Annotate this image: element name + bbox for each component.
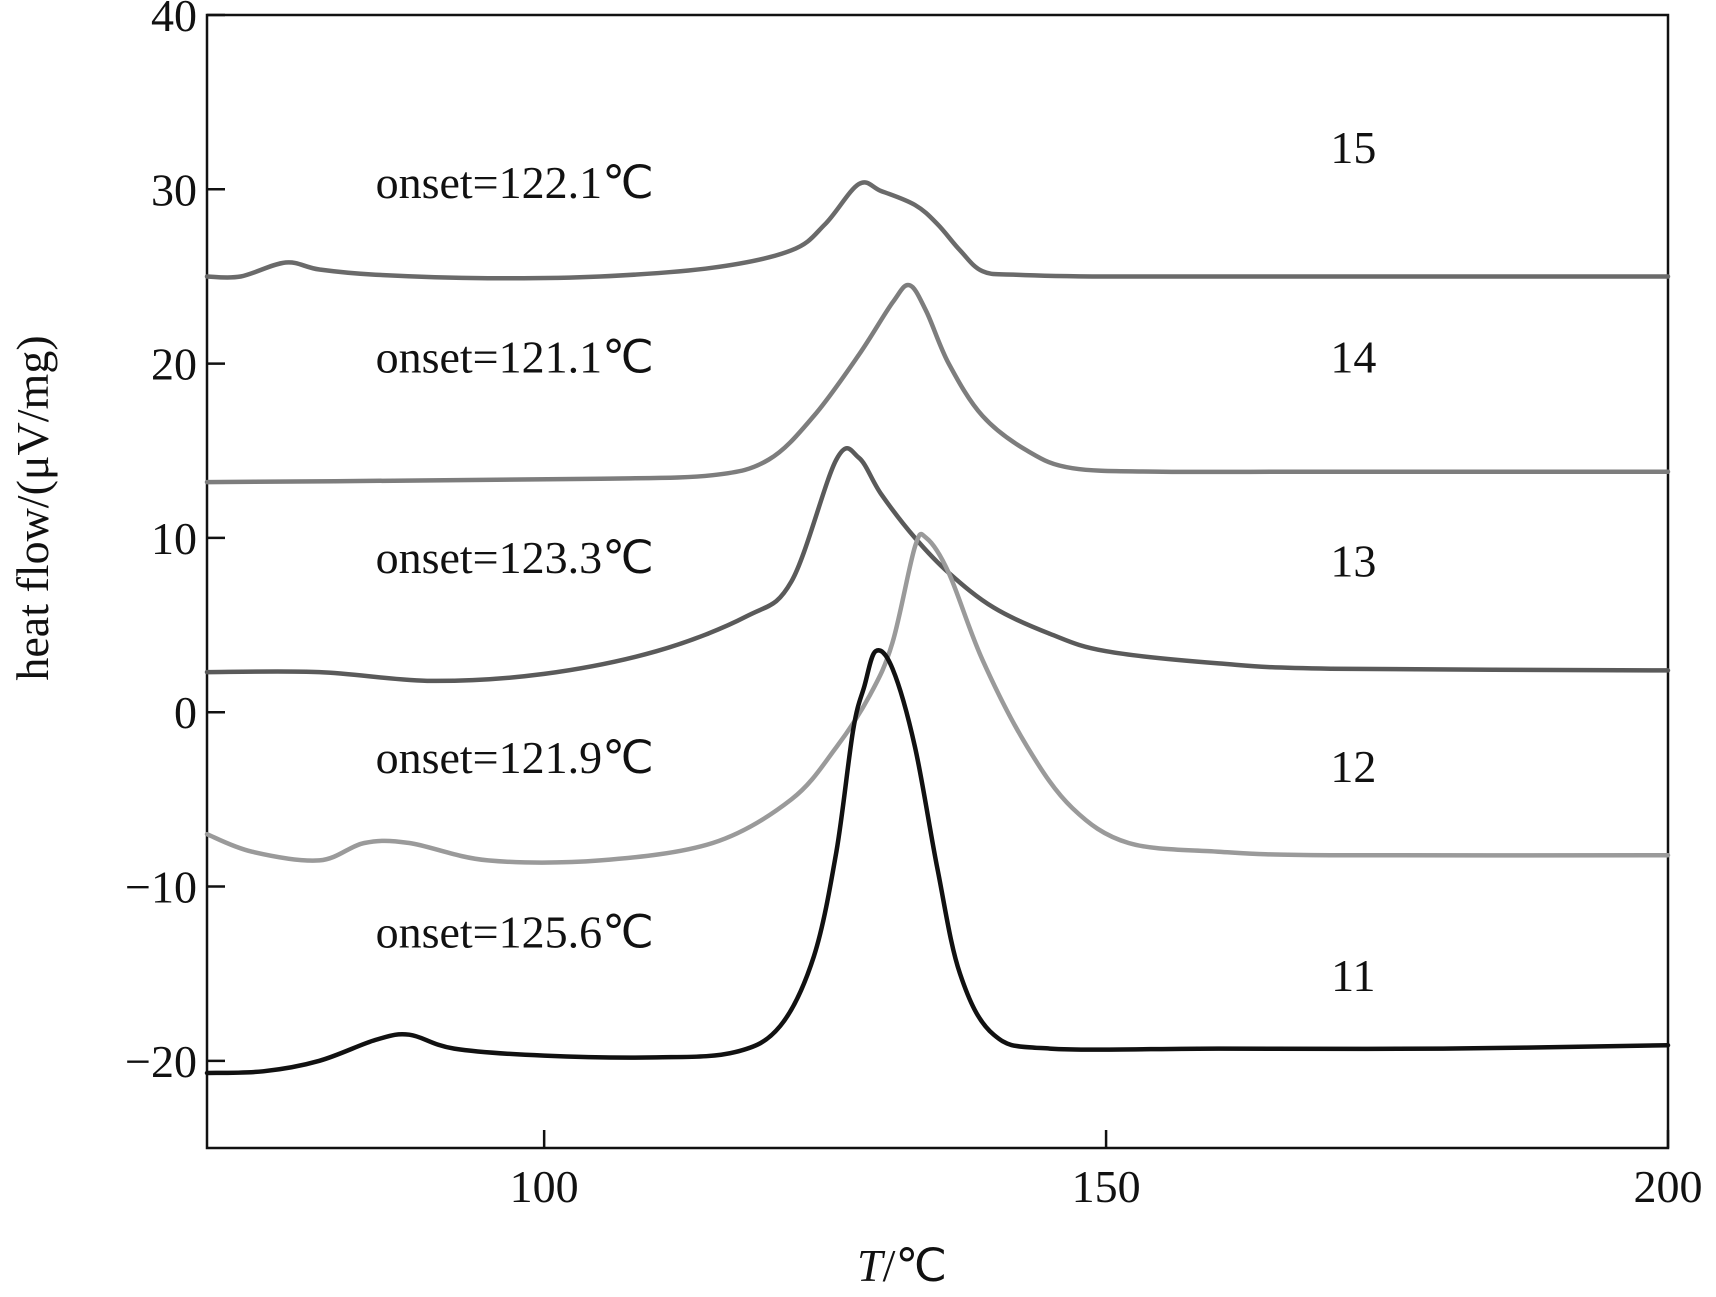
series-line-13: [204, 446, 1671, 684]
series-label-14: 14: [1330, 331, 1376, 382]
series-label-13: 13: [1330, 535, 1376, 586]
y-axis-label: heat flow/(μV/mg): [7, 335, 58, 680]
annotations: 15 onset=122.1℃ 14 onset=121.1℃ 13 onset=123.…: [376, 122, 1377, 1001]
y-tick-label: 30: [151, 164, 197, 215]
series-label-11: 11: [1331, 950, 1375, 1001]
onset-label-11: onset=125.6℃: [376, 907, 654, 958]
x-axis-label-symbol: T: [857, 1240, 886, 1291]
y-axis: −20 −10 0 10 20 30 40: [125, 0, 225, 1087]
x-axis-label: T/℃: [857, 1240, 947, 1291]
y-tick-label: 0: [174, 687, 197, 738]
x-axis-label-unit: /℃: [883, 1240, 947, 1291]
y-tick-label: 10: [151, 513, 197, 564]
series-line-15: [204, 180, 1671, 281]
series-line-14: [204, 282, 1671, 485]
series-line-11: [204, 648, 1671, 1076]
x-tick-label: 150: [1072, 1161, 1141, 1212]
x-tick-label: 200: [1634, 1161, 1703, 1212]
series-label-15: 15: [1330, 122, 1376, 173]
series-label-12: 12: [1330, 741, 1376, 792]
series-line-12: [204, 531, 1671, 865]
y-tick-label: −20: [125, 1036, 197, 1087]
onset-label-12: onset=121.9℃: [376, 732, 654, 783]
y-tick-label: −10: [125, 862, 197, 913]
series-lines: [204, 180, 1671, 1076]
x-tick-label: 100: [510, 1161, 579, 1212]
plot-frame: [205, 13, 1670, 1150]
onset-label-14: onset=121.1℃: [376, 331, 654, 382]
x-axis: 100 150 200: [510, 1130, 1703, 1212]
onset-label-13: onset=123.3℃: [376, 532, 654, 583]
onset-label-15: onset=122.1℃: [376, 157, 654, 208]
y-tick-label: 40: [151, 0, 197, 41]
plot-border: [205, 13, 1670, 1150]
y-tick-label: 20: [151, 339, 197, 390]
